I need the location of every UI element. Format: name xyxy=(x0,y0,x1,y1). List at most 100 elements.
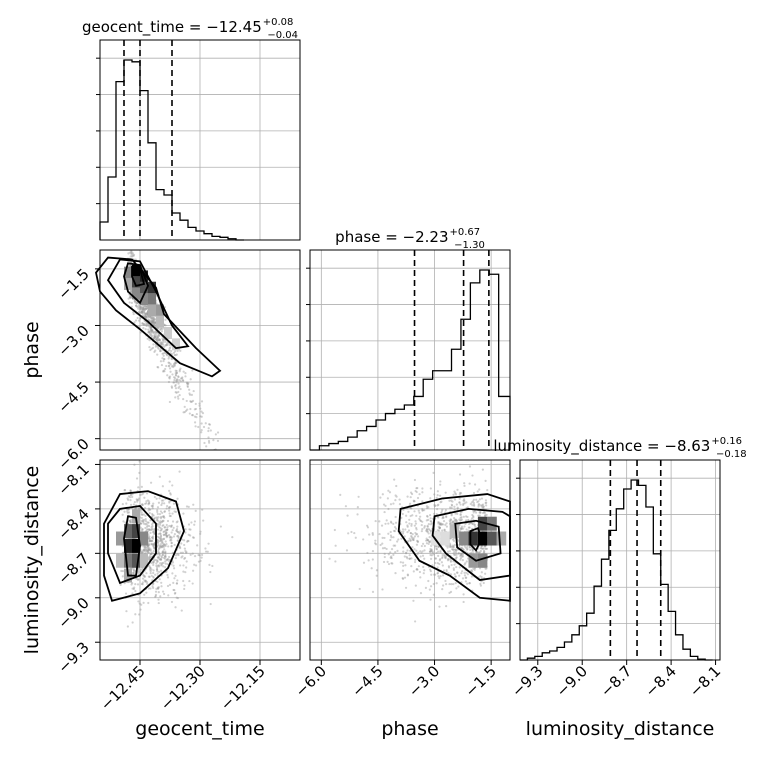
sample-point xyxy=(160,341,163,344)
sample-point xyxy=(149,319,152,323)
sample-point xyxy=(418,517,421,520)
sample-point xyxy=(168,343,172,347)
sample-point xyxy=(148,558,151,561)
sample-point xyxy=(170,545,173,548)
sample-point xyxy=(214,461,216,463)
sample-point xyxy=(477,514,480,517)
sample-point xyxy=(144,523,147,526)
sample-point xyxy=(156,365,159,369)
sample-point xyxy=(154,593,158,596)
sample-point xyxy=(244,525,246,527)
sample-point xyxy=(389,551,392,554)
sample-point xyxy=(135,302,138,305)
sample-point xyxy=(144,549,147,553)
sample-point xyxy=(160,585,163,588)
density-cell xyxy=(132,264,140,277)
sample-point xyxy=(390,555,393,558)
sample-point xyxy=(143,593,146,596)
sample-point xyxy=(142,308,145,311)
sample-point xyxy=(443,529,446,532)
sample-point xyxy=(180,609,183,612)
sample-point xyxy=(141,502,144,506)
sample-point xyxy=(173,532,176,536)
sample-point xyxy=(135,477,139,480)
sample-point xyxy=(421,520,424,523)
sample-point xyxy=(147,509,150,512)
density-cell xyxy=(132,538,140,553)
sample-point xyxy=(415,514,418,517)
contour-inner xyxy=(454,519,502,562)
sample-point xyxy=(152,571,155,575)
sample-point xyxy=(147,325,151,328)
sample-point xyxy=(157,587,160,590)
density-cell xyxy=(156,304,164,317)
sample-point xyxy=(143,307,146,310)
sample-point xyxy=(179,387,182,391)
density-phase-vs-geocent-time xyxy=(95,245,301,527)
histogram-step xyxy=(310,269,511,451)
sample-point xyxy=(147,330,150,334)
sample-point xyxy=(182,564,185,567)
sample-point xyxy=(137,567,140,570)
sample-point xyxy=(431,551,434,554)
sample-point xyxy=(458,501,461,504)
sample-point xyxy=(164,533,167,536)
sample-point xyxy=(166,558,169,561)
sample-point xyxy=(140,493,143,496)
sample-point xyxy=(174,606,177,609)
sample-point xyxy=(444,579,447,583)
sample-point xyxy=(158,536,161,539)
sample-point xyxy=(162,546,165,549)
sample-point xyxy=(334,544,337,547)
sample-point xyxy=(162,524,165,527)
sample-point xyxy=(126,511,129,514)
sample-point xyxy=(440,523,444,526)
sample-point xyxy=(228,497,230,499)
sample-point xyxy=(473,523,476,527)
sample-point xyxy=(182,379,185,382)
sample-point xyxy=(128,245,130,247)
sample-point xyxy=(148,547,151,550)
sample-point xyxy=(156,524,159,527)
sample-point xyxy=(127,511,131,514)
sample-point xyxy=(366,526,370,529)
sample-point xyxy=(158,525,161,529)
sample-point xyxy=(466,573,469,576)
sample-point xyxy=(163,551,167,555)
sample-point xyxy=(147,538,151,541)
sample-point xyxy=(153,322,157,325)
sample-point xyxy=(406,549,409,552)
sample-point xyxy=(151,319,154,323)
panel-frame xyxy=(309,249,511,451)
sample-point xyxy=(428,550,432,553)
sample-point xyxy=(431,564,434,567)
sample-point xyxy=(485,504,488,507)
sample-point xyxy=(209,570,212,574)
sample-point xyxy=(166,343,169,346)
sample-point xyxy=(470,569,473,572)
sample-point xyxy=(443,553,446,556)
sample-point xyxy=(183,547,186,550)
sample-point xyxy=(165,364,168,368)
sample-point xyxy=(149,539,152,543)
sample-point xyxy=(145,316,148,319)
sample-point xyxy=(145,324,148,327)
sample-point xyxy=(160,563,163,566)
y-tick-label: −3.0 xyxy=(54,322,92,360)
x-axis-label-phase: phase xyxy=(381,718,438,740)
sample-point xyxy=(461,577,465,580)
sample-point xyxy=(131,571,135,575)
sample-point xyxy=(138,460,141,463)
sample-point xyxy=(181,377,184,380)
sample-point xyxy=(480,547,483,550)
sample-point xyxy=(156,353,159,356)
sample-point xyxy=(128,295,132,299)
sample-point xyxy=(451,520,455,523)
sample-point xyxy=(126,497,129,500)
sample-point xyxy=(426,538,429,542)
sample-point xyxy=(177,531,180,534)
sample-point xyxy=(152,563,155,567)
sample-point xyxy=(165,344,168,347)
sample-point xyxy=(146,311,149,314)
sample-point xyxy=(166,526,169,529)
